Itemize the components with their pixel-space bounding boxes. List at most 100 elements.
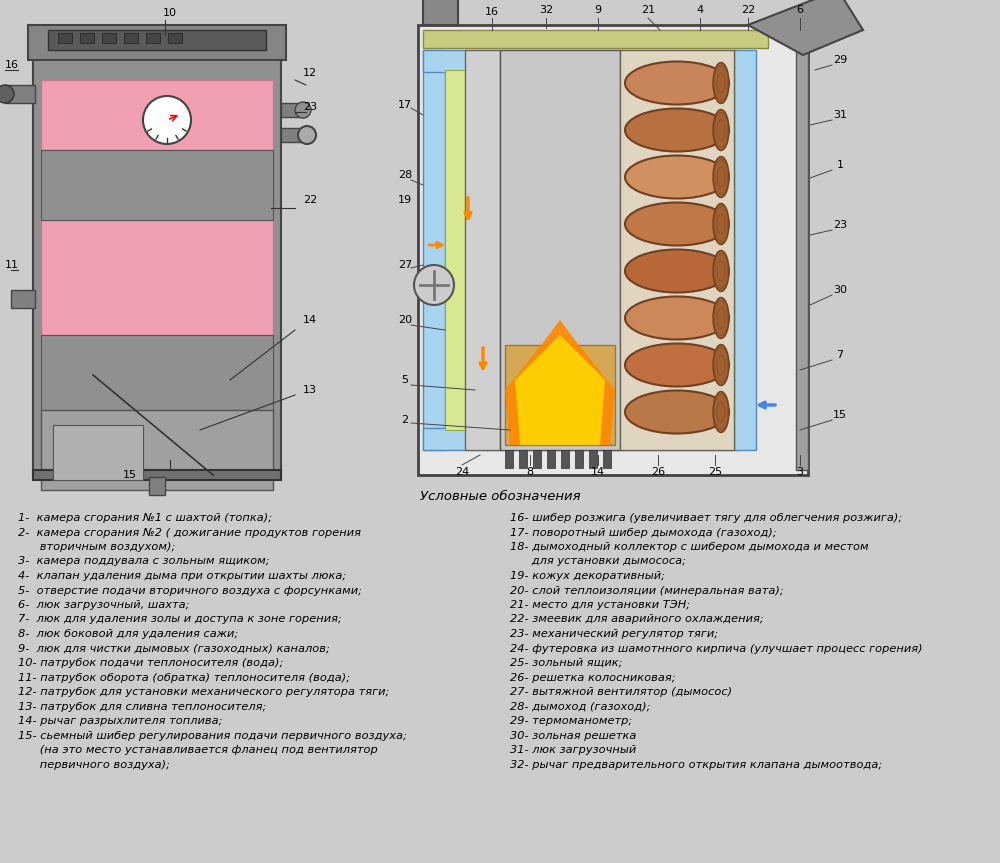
Text: 23: 23 xyxy=(833,220,847,230)
Bar xyxy=(149,477,165,495)
Bar xyxy=(41,80,273,150)
Text: 9-  люк для чистки дымовых (газоходных) каналов;: 9- люк для чистки дымовых (газоходных) к… xyxy=(18,644,330,653)
Text: 16- шибер розжига (увеличивает тягу для облегчения розжига);: 16- шибер розжига (увеличивает тягу для … xyxy=(510,513,902,523)
Ellipse shape xyxy=(625,297,729,339)
Bar xyxy=(53,425,143,480)
Bar xyxy=(561,450,569,468)
Bar xyxy=(418,25,808,475)
Ellipse shape xyxy=(625,390,729,433)
Polygon shape xyxy=(505,320,615,445)
Text: 8: 8 xyxy=(526,467,534,477)
Text: для установки дымососа;: для установки дымососа; xyxy=(510,557,686,566)
Bar xyxy=(124,33,138,43)
Text: 31: 31 xyxy=(833,110,847,120)
Text: 4: 4 xyxy=(696,5,704,15)
Bar xyxy=(41,410,273,490)
Text: 16: 16 xyxy=(485,7,499,17)
Text: 28- дымоход (газоход);: 28- дымоход (газоход); xyxy=(510,702,650,711)
Text: 31- люк загрузочный: 31- люк загрузочный xyxy=(510,745,636,755)
Ellipse shape xyxy=(713,110,729,150)
Ellipse shape xyxy=(625,61,729,104)
Text: 7-  люк для удаления золы и доступа к зоне горения;: 7- люк для удаления золы и доступа к зон… xyxy=(18,614,342,625)
Polygon shape xyxy=(515,335,605,445)
Text: 10: 10 xyxy=(163,8,177,18)
Text: 23- механический регулятор тяги;: 23- механический регулятор тяги; xyxy=(510,629,718,639)
Text: вторичным воздухом);: вторичным воздухом); xyxy=(18,542,175,552)
Bar xyxy=(281,128,311,142)
Bar xyxy=(58,33,72,43)
Text: 12: 12 xyxy=(303,68,317,78)
Bar xyxy=(505,450,513,468)
Text: 29: 29 xyxy=(833,55,847,65)
Bar xyxy=(33,55,281,475)
Bar xyxy=(445,70,465,430)
Text: 15: 15 xyxy=(833,410,847,420)
Text: 21- место для установки ТЭН;: 21- место для установки ТЭН; xyxy=(510,600,690,610)
Bar xyxy=(423,50,445,450)
Bar xyxy=(281,103,306,117)
Ellipse shape xyxy=(713,62,729,104)
Bar xyxy=(146,33,160,43)
Text: 5: 5 xyxy=(402,375,409,385)
Text: первичного воздуха);: первичного воздуха); xyxy=(18,759,170,770)
Bar xyxy=(796,30,808,470)
Text: 1: 1 xyxy=(836,160,844,170)
Text: 3-  камера поддувала с зольным ящиком;: 3- камера поддувала с зольным ящиком; xyxy=(18,557,270,566)
Ellipse shape xyxy=(625,109,729,152)
Text: 25- зольный ящик;: 25- зольный ящик; xyxy=(510,658,622,668)
Text: 25: 25 xyxy=(708,467,722,477)
Ellipse shape xyxy=(713,298,729,338)
Text: 7: 7 xyxy=(836,350,844,360)
Ellipse shape xyxy=(625,203,729,245)
Bar xyxy=(102,33,116,43)
Bar xyxy=(423,428,739,450)
Text: 30: 30 xyxy=(833,285,847,295)
Text: 17- поворотный шибер дымохода (газоход);: 17- поворотный шибер дымохода (газоход); xyxy=(510,527,777,538)
Text: 9: 9 xyxy=(594,5,602,15)
Text: 13- патрубок для сливна теплоносителя;: 13- патрубок для сливна теплоносителя; xyxy=(18,702,266,711)
Bar xyxy=(80,33,94,43)
Text: 27: 27 xyxy=(398,260,412,270)
Bar xyxy=(734,50,756,450)
Text: 26: 26 xyxy=(651,467,665,477)
Text: 28: 28 xyxy=(398,170,412,180)
Text: 22- змеевик для аварийного охлаждения;: 22- змеевик для аварийного охлаждения; xyxy=(510,614,764,625)
Text: 19- кожух декоративный;: 19- кожух декоративный; xyxy=(510,571,665,581)
Ellipse shape xyxy=(713,156,729,198)
Text: 24- футеровка из шамотнного кирпича (улучшает процесс горения): 24- футеровка из шамотнного кирпича (улу… xyxy=(510,644,923,653)
Text: 27- вытяжной вентилятор (дымосос): 27- вытяжной вентилятор (дымосос) xyxy=(510,687,732,697)
Text: 6: 6 xyxy=(796,5,804,15)
Text: 32- рычаг предварительного открытия клапана дымоотвода;: 32- рычаг предварительного открытия клап… xyxy=(510,759,882,770)
Text: 20: 20 xyxy=(398,315,412,325)
Bar xyxy=(547,450,555,468)
Bar xyxy=(533,450,541,468)
Bar xyxy=(505,345,615,445)
Bar xyxy=(11,290,35,308)
Text: 1-  камера сгорания №1 с шахтой (топка);: 1- камера сгорания №1 с шахтой (топка); xyxy=(18,513,272,523)
Bar xyxy=(41,150,273,220)
Text: 15- сьемный шибер регулирования подачи первичного воздуха;: 15- сьемный шибер регулирования подачи п… xyxy=(18,730,407,740)
Text: 14: 14 xyxy=(591,467,605,477)
Bar xyxy=(620,50,734,450)
Text: 20- слой теплоизоляции (минеральная вата);: 20- слой теплоизоляции (минеральная вата… xyxy=(510,585,784,595)
Bar xyxy=(28,25,286,60)
Ellipse shape xyxy=(625,343,729,387)
Text: 6-  люк загрузочный, шахта;: 6- люк загрузочный, шахта; xyxy=(18,600,190,610)
Text: 4-  клапан удаления дыма при открытии шахты люка;: 4- клапан удаления дыма при открытии шах… xyxy=(18,571,346,581)
Text: 5-  отверстие подачи вторичного воздуха с форсунками;: 5- отверстие подачи вторичного воздуха с… xyxy=(18,585,362,595)
Bar xyxy=(168,33,182,43)
Ellipse shape xyxy=(713,392,729,432)
Circle shape xyxy=(143,96,191,144)
Ellipse shape xyxy=(625,155,729,198)
Text: (на это место устанавливается фланец под вентилятор: (на это место устанавливается фланец под… xyxy=(18,745,378,755)
Ellipse shape xyxy=(713,344,729,386)
Text: Условные обозначения: Условные обозначения xyxy=(420,489,580,502)
Text: 30- зольная решетка: 30- зольная решетка xyxy=(510,730,636,740)
Bar xyxy=(575,450,583,468)
Circle shape xyxy=(295,102,311,118)
Circle shape xyxy=(298,126,316,144)
Bar xyxy=(48,30,266,50)
Text: 29- термоманометр;: 29- термоманометр; xyxy=(510,716,632,726)
Ellipse shape xyxy=(625,249,729,293)
Text: 14: 14 xyxy=(303,315,317,325)
